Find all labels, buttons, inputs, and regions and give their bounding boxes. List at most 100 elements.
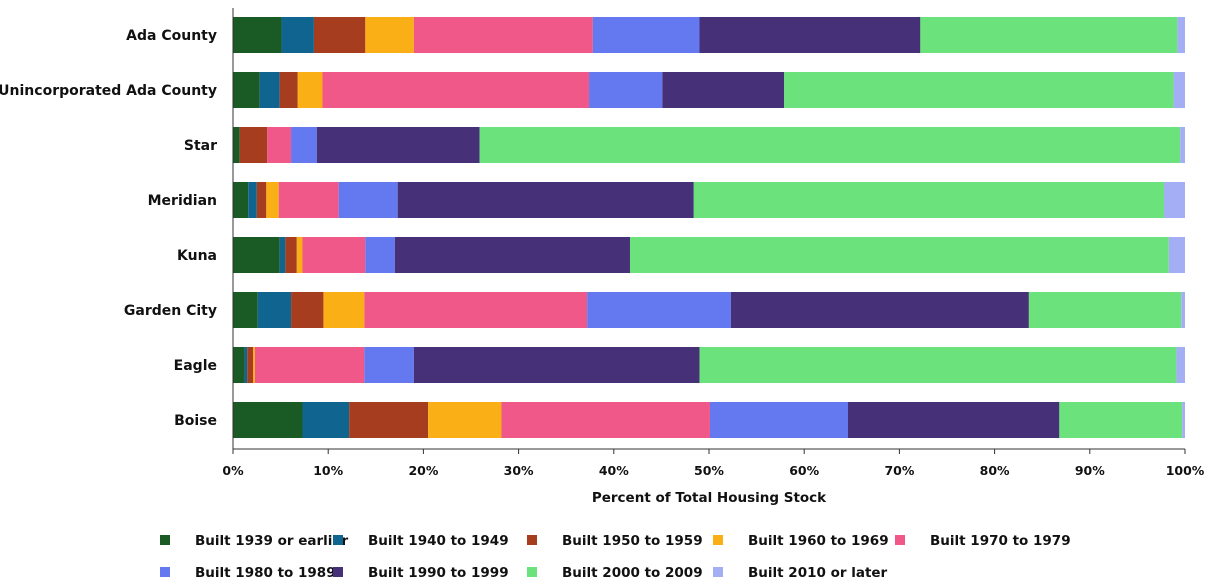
x-tick-label: 90% [1075, 463, 1105, 478]
legend-label-built-2000-to-2009: Built 2000 to 2009 [562, 565, 703, 581]
bar-ada-county-built-1980-to-1989 [592, 17, 700, 53]
bar-garden-city-built-1939-or-earlier [233, 292, 258, 328]
legend-swatch-built-1990-to-1999 [333, 567, 343, 577]
legend-swatch-built-2010-or-later [713, 567, 723, 577]
legend-label-built-1940-to-1949: Built 1940 to 1949 [368, 533, 509, 549]
bar-meridian-built-1940-to-1949 [248, 182, 257, 218]
bar-unincorporated-ada-county-built-1980-to-1989 [589, 72, 663, 108]
bar-meridian-built-1960-to-1969 [266, 182, 279, 218]
bars-layer [233, 17, 1185, 438]
x-tick-label: 70% [884, 463, 914, 478]
legend-swatch-built-1960-to-1969 [713, 535, 723, 545]
bar-ada-county-built-2000-to-2009 [920, 17, 1178, 53]
bar-eagle-built-1970-to-1979 [254, 347, 365, 383]
bar-ada-county-built-1960-to-1969 [365, 17, 414, 53]
bar-garden-city-built-1950-to-1959 [291, 292, 324, 328]
category-labels: Ada County Unincorporated Ada County Star M… [0, 28, 217, 429]
legend-label-built-1980-to-1989: Built 1980 to 1989 [195, 565, 336, 581]
bar-garden-city-built-1990-to-1999 [730, 292, 1029, 328]
x-tick-label: 50% [694, 463, 724, 478]
legend-label-built-1950-to-1959: Built 1950 to 1959 [562, 533, 703, 549]
legend-label-built-1990-to-1999: Built 1990 to 1999 [368, 565, 509, 581]
x-tick-label: 60% [789, 463, 819, 478]
bar-eagle-built-1939-or-earlier [233, 347, 245, 383]
bar-boise-built-1950-to-1959 [349, 402, 429, 438]
legend-swatch-built-1980-to-1989 [160, 567, 170, 577]
bar-boise-built-1939-or-earlier [233, 402, 303, 438]
bar-garden-city-built-1980-to-1989 [587, 292, 731, 328]
bar-kuna-built-2010-or-later [1168, 237, 1185, 273]
bar-meridian-built-1980-to-1989 [338, 182, 398, 218]
x-tick-label: 80% [980, 463, 1010, 478]
legend-label-built-1970-to-1979: Built 1970 to 1979 [930, 533, 1071, 549]
x-tick-label: 40% [599, 463, 629, 478]
bar-ada-county-built-1939-or-earlier [233, 17, 282, 53]
x-tick-label: 30% [504, 463, 534, 478]
bar-star-built-1939-or-earlier [233, 127, 240, 163]
bar-garden-city-built-2010-or-later [1181, 292, 1185, 328]
bar-kuna-built-1940-to-1949 [279, 237, 286, 273]
bar-eagle-built-1990-to-1999 [413, 347, 700, 383]
bar-star-built-1990-to-1999 [316, 127, 480, 163]
bar-kuna-built-1950-to-1959 [285, 237, 297, 273]
legend-swatch-built-1970-to-1979 [895, 535, 905, 545]
bar-star-built-1980-to-1989 [291, 127, 317, 163]
bar-garden-city-built-1960-to-1969 [323, 292, 365, 328]
category-label-garden-city: Garden City [124, 303, 217, 319]
category-label-star: Star [184, 138, 217, 154]
bar-eagle-built-1980-to-1989 [364, 347, 414, 383]
bar-kuna-built-1990-to-1999 [394, 237, 630, 273]
bar-boise-built-2000-to-2009 [1059, 402, 1183, 438]
legend-label-built-2010-or-later: Built 2010 or later [748, 565, 888, 581]
legend-swatch-built-1939-or-earlier [160, 535, 170, 545]
legend: Built 1939 or earlier Built 1940 to 1949 B… [160, 533, 1071, 581]
bar-unincorporated-ada-county-built-2000-to-2009 [784, 72, 1174, 108]
bar-unincorporated-ada-county-built-1950-to-1959 [279, 72, 298, 108]
bar-eagle-built-1950-to-1959 [247, 347, 253, 383]
bar-garden-city-built-1940-to-1949 [257, 292, 292, 328]
bar-kuna-built-1939-or-earlier [233, 237, 280, 273]
category-label-eagle: Eagle [174, 358, 217, 374]
category-label-meridian: Meridian [148, 193, 217, 209]
category-label-unincorporated-ada-county: Unincorporated Ada County [0, 83, 217, 99]
legend-swatch-built-1950-to-1959 [527, 535, 537, 545]
bar-star-built-2000-to-2009 [479, 127, 1181, 163]
x-tick-label: 20% [408, 463, 438, 478]
bar-ada-county-built-1990-to-1999 [699, 17, 921, 53]
x-tick-label: 0% [222, 463, 244, 478]
bar-meridian-built-2000-to-2009 [693, 182, 1165, 218]
bar-kuna-built-1970-to-1979 [302, 237, 366, 273]
category-label-ada-county: Ada County [126, 28, 217, 44]
bar-boise-built-1980-to-1989 [709, 402, 848, 438]
bar-ada-county-built-2010-or-later [1177, 17, 1185, 53]
legend-swatch-built-1940-to-1949 [333, 535, 343, 545]
bar-kuna-built-2000-to-2009 [629, 237, 1169, 273]
bar-boise-built-1990-to-1999 [847, 402, 1060, 438]
bar-meridian-built-1939-or-earlier [233, 182, 249, 218]
bar-kuna-built-1960-to-1969 [296, 237, 303, 273]
bar-kuna-built-1980-to-1989 [365, 237, 395, 273]
bar-boise-built-1970-to-1979 [501, 402, 710, 438]
bar-garden-city-built-1970-to-1979 [364, 292, 588, 328]
x-axis: 0% 10% 20% 30% 40% 50% 60% 70% 80% 90% 100% [222, 8, 1205, 478]
bar-unincorporated-ada-county-built-1939-or-earlier [233, 72, 260, 108]
bar-eagle-built-1940-to-1949 [244, 347, 248, 383]
x-axis-title: Percent of Total Housing Stock [592, 490, 827, 506]
bar-ada-county-built-1970-to-1979 [413, 17, 593, 53]
category-label-kuna: Kuna [177, 248, 217, 264]
bar-boise-built-1940-to-1949 [302, 402, 350, 438]
category-label-boise: Boise [174, 413, 217, 429]
bar-unincorporated-ada-county-built-1970-to-1979 [322, 72, 590, 108]
bar-eagle-built-1960-to-1969 [252, 347, 255, 383]
bar-meridian-built-1990-to-1999 [397, 182, 694, 218]
bar-garden-city-built-2000-to-2009 [1028, 292, 1182, 328]
legend-swatch-built-2000-to-2009 [527, 567, 537, 577]
bar-meridian-built-2010-or-later [1164, 182, 1185, 218]
bar-star-built-2010-or-later [1180, 127, 1185, 163]
bar-star-built-1970-to-1979 [267, 127, 292, 163]
bar-unincorporated-ada-county-built-1960-to-1969 [297, 72, 323, 108]
bar-meridian-built-1970-to-1979 [278, 182, 339, 218]
bar-eagle-built-2010-or-later [1176, 347, 1185, 383]
bar-star-built-1950-to-1959 [239, 127, 268, 163]
